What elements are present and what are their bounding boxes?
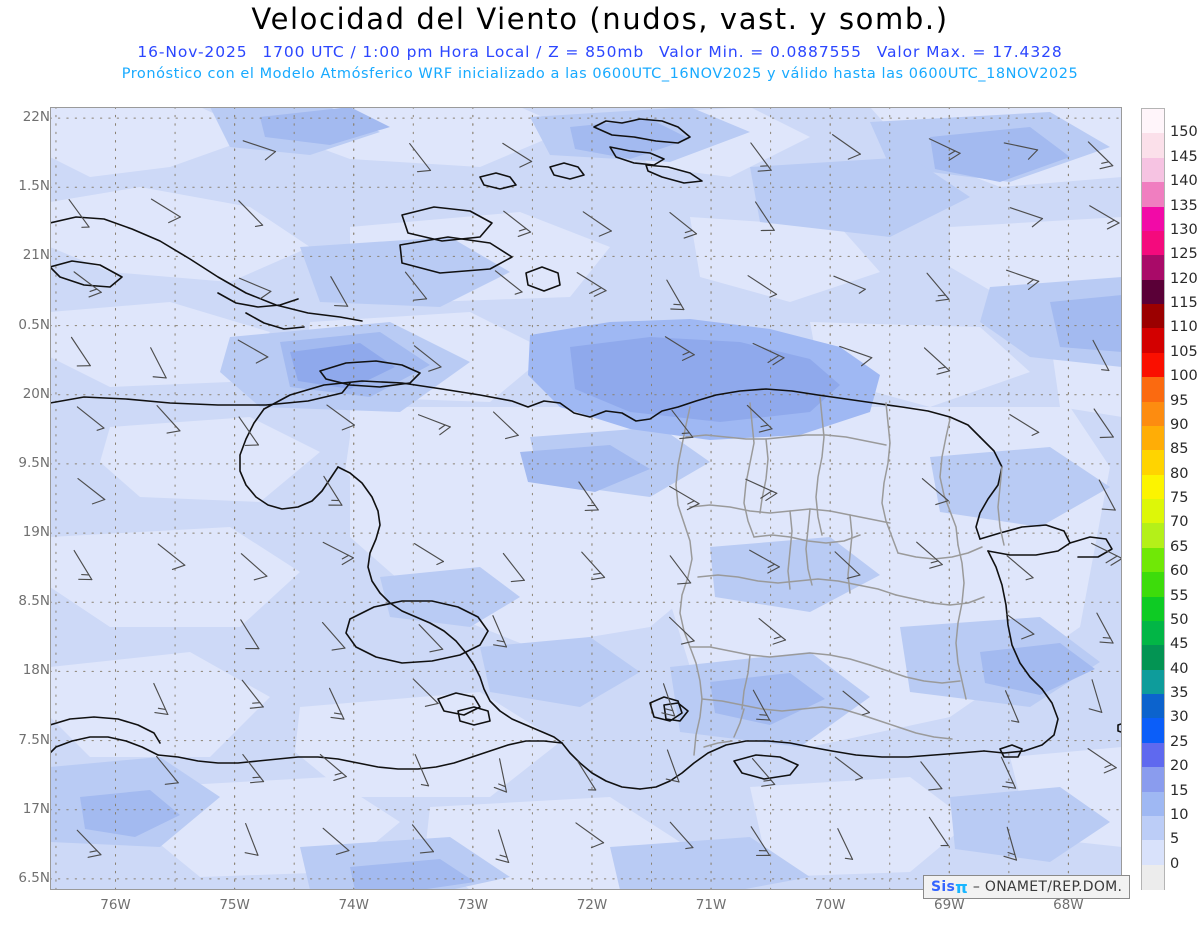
colorbar-segment bbox=[1142, 328, 1164, 354]
colorbar-tick-label: 5 bbox=[1170, 831, 1180, 848]
y-tick-label: 20N bbox=[22, 385, 50, 402]
colorbar[interactable] bbox=[1141, 108, 1165, 890]
colorbar-segment bbox=[1142, 596, 1164, 622]
colorbar-segment bbox=[1142, 279, 1164, 305]
colorbar-tick-label: 80 bbox=[1170, 465, 1189, 482]
y-tick-label: 6.5N bbox=[18, 869, 50, 886]
colorbar-segment bbox=[1142, 304, 1164, 329]
colorbar-tick-label: 95 bbox=[1170, 392, 1189, 409]
colorbar-segment bbox=[1142, 401, 1164, 427]
colorbar-tick-label: 45 bbox=[1170, 636, 1189, 653]
colorbar-tick-label: 70 bbox=[1170, 514, 1189, 531]
y-tick-label: 18N bbox=[22, 662, 50, 679]
colorbar-tick-label: 125 bbox=[1170, 246, 1198, 263]
colorbar-segment bbox=[1142, 767, 1164, 793]
colorbar-segment bbox=[1142, 669, 1164, 695]
colorbar-tick-label: 150 bbox=[1170, 124, 1198, 141]
colorbar-segment bbox=[1142, 352, 1164, 378]
page-title: Velocidad del Viento (nudos, vast. y som… bbox=[251, 2, 949, 36]
x-tick-label: 75W bbox=[219, 897, 250, 913]
wind-speed-shading bbox=[50, 107, 1122, 890]
y-tick-label: 19N bbox=[22, 524, 50, 541]
pi-symbol-icon: π bbox=[955, 877, 969, 897]
max-value-label: Valor Max. = 17.4328 bbox=[876, 43, 1063, 61]
colorbar-tick-label: 50 bbox=[1170, 611, 1189, 628]
colorbar-segment bbox=[1142, 133, 1164, 159]
x-tick-label: 69W bbox=[934, 897, 965, 913]
colorbar-segment bbox=[1142, 109, 1164, 134]
min-value-label: Valor Min. = 0.0887555 bbox=[658, 43, 862, 61]
colorbar-segment bbox=[1142, 425, 1164, 451]
colorbar-segment bbox=[1142, 547, 1164, 573]
colorbar-segment bbox=[1142, 255, 1164, 281]
x-tick-label: 68W bbox=[1053, 897, 1084, 913]
y-tick-label: 21N bbox=[22, 247, 50, 264]
x-tick-label: 70W bbox=[814, 897, 846, 913]
colorbar-tick-label: 130 bbox=[1170, 221, 1198, 238]
colorbar-tick-label: 55 bbox=[1170, 587, 1189, 604]
forecast-time-level: 1700 UTC / 1:00 pm Hora Local / Z = 850m… bbox=[262, 43, 645, 61]
colorbar-tick-label: 40 bbox=[1170, 660, 1189, 677]
colorbar-segment bbox=[1142, 499, 1164, 524]
colorbar-tick-label: 85 bbox=[1170, 441, 1189, 458]
y-tick-label: 9.5N bbox=[18, 454, 50, 471]
y-tick-label: 0.5N bbox=[18, 316, 50, 333]
colorbar-tick-label: 145 bbox=[1170, 148, 1198, 165]
x-tick-label: 72W bbox=[576, 897, 608, 913]
y-tick-label: 8.5N bbox=[18, 593, 50, 610]
map-plot-area[interactable] bbox=[50, 107, 1122, 890]
colorbar-segment bbox=[1142, 742, 1164, 768]
colorbar-tick-label: 35 bbox=[1170, 685, 1189, 701]
colorbar-tick-label: 0 bbox=[1170, 855, 1180, 872]
colorbar-tick-label: 105 bbox=[1170, 343, 1198, 360]
agency-label: – ONAMET/REP.DOM. bbox=[972, 879, 1123, 895]
forecast-meta-line: 16-Nov-2025 1700 UTC / 1:00 pm Hora Loca… bbox=[0, 43, 1200, 61]
colorbar-segment bbox=[1142, 694, 1164, 719]
colorbar-tick-label: 90 bbox=[1170, 416, 1189, 433]
colorbar-segment bbox=[1142, 645, 1164, 671]
colorbar-tick-label: 20 bbox=[1170, 758, 1189, 775]
colorbar-segment bbox=[1142, 474, 1164, 500]
colorbar-segment bbox=[1142, 157, 1164, 183]
colorbar-segment bbox=[1142, 840, 1164, 866]
y-tick-label: 1.5N bbox=[18, 178, 50, 195]
colorbar-segment bbox=[1142, 815, 1164, 841]
colorbar-tick-label: 115 bbox=[1170, 295, 1198, 311]
colorbar-tick-label: 10 bbox=[1170, 806, 1189, 823]
colorbar-tick-label: 75 bbox=[1170, 490, 1189, 506]
colorbar-tick-label: 60 bbox=[1170, 563, 1189, 580]
sispi-logo-text: Sis bbox=[931, 879, 956, 895]
colorbar-tick-label: 30 bbox=[1170, 709, 1189, 726]
colorbar-segment bbox=[1142, 377, 1164, 403]
y-tick-label: 7.5N bbox=[18, 731, 50, 748]
colorbar-segment bbox=[1142, 620, 1164, 646]
y-tick-label: 17N bbox=[22, 800, 50, 817]
colorbar-tick-label: 120 bbox=[1170, 270, 1198, 287]
forecast-date: 16-Nov-2025 bbox=[137, 43, 248, 61]
colorbar-tick-label: 110 bbox=[1170, 319, 1198, 336]
colorbar-segment bbox=[1142, 572, 1164, 598]
colorbar-tick-label: 100 bbox=[1170, 368, 1198, 385]
colorbar-segment bbox=[1142, 718, 1164, 744]
colorbar-segment bbox=[1142, 182, 1164, 208]
colorbar-segment bbox=[1142, 230, 1164, 256]
model-init-line: Pronóstico con el Modelo Atmósferico WRF… bbox=[121, 66, 1079, 82]
x-tick-label: 74W bbox=[338, 897, 369, 913]
colorbar-tick-label: 140 bbox=[1170, 173, 1198, 190]
colorbar-segment bbox=[1142, 206, 1164, 232]
x-tick-label: 71W bbox=[695, 897, 727, 913]
x-tick-label: 76W bbox=[100, 897, 131, 913]
colorbar-tick-label: 15 bbox=[1170, 782, 1189, 799]
colorbar-segment bbox=[1142, 864, 1164, 890]
y-tick-label: 22N bbox=[22, 109, 50, 126]
credit-badge: Sis π – ONAMET/REP.DOM. bbox=[923, 875, 1131, 899]
colorbar-tick-label: 65 bbox=[1170, 538, 1189, 555]
colorbar-segment bbox=[1142, 523, 1164, 549]
colorbar-tick-label: 25 bbox=[1170, 733, 1189, 750]
x-tick-label: 73W bbox=[457, 897, 489, 913]
colorbar-tick-label: 135 bbox=[1170, 197, 1198, 214]
colorbar-segment bbox=[1142, 450, 1164, 476]
colorbar-segment bbox=[1142, 791, 1164, 817]
